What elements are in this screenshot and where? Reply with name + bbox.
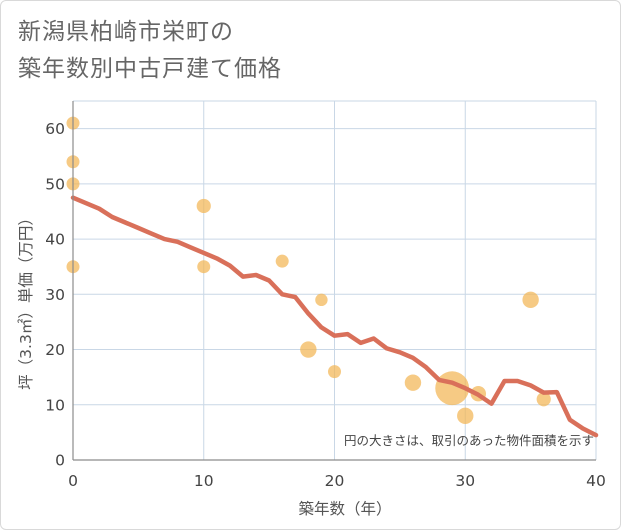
x-axis-label: 築年数（年） <box>298 500 391 518</box>
scatter-point-14 <box>522 291 539 309</box>
scatter-point-7 <box>315 293 328 307</box>
scatter-point-12 <box>457 407 474 425</box>
x-tick-label-30: 30 <box>455 472 475 490</box>
x-tick-label-40: 40 <box>586 472 606 490</box>
chart-title: 新潟県柏崎市栄町の 築年数別中古戸建て価格 <box>18 14 282 88</box>
bubble-size-annotation: 円の大きさは、取引のあった物件面積を示す <box>344 433 594 448</box>
scatter-point-6 <box>275 254 289 268</box>
chart-title-line-2: 築年数別中古戸建て価格 <box>18 56 282 82</box>
y-tick-label-40: 40 <box>45 231 65 249</box>
chart-title-line-1: 新潟県柏崎市栄町の <box>18 19 234 45</box>
axes: 0 10 20 30 40 0 10 20 30 40 50 60 <box>45 101 606 490</box>
scatter-point-8 <box>300 341 317 358</box>
scatter-point-5 <box>197 260 211 274</box>
y-tick-label-30: 30 <box>45 286 65 304</box>
x-tick-label-10: 10 <box>194 472 214 490</box>
scatter-series <box>66 116 551 425</box>
y-tick-label-20: 20 <box>45 341 65 359</box>
scatter-point-4 <box>196 198 211 214</box>
scatter-point-10 <box>404 374 422 391</box>
y-tick-label-0: 0 <box>55 452 65 470</box>
average-price-line <box>70 195 599 438</box>
x-tick-label-20: 20 <box>325 472 345 490</box>
scatter-point-15 <box>536 392 551 407</box>
y-tick-label-50: 50 <box>45 175 65 193</box>
scatter-point-9 <box>328 365 341 379</box>
average-line-series <box>70 195 599 438</box>
y-axis-label: 坪（3.3㎡）単価（万円） <box>17 210 35 390</box>
x-tick-label-0: 0 <box>68 472 78 490</box>
grid-lines <box>73 100 597 460</box>
y-tick-label-10: 10 <box>45 396 65 414</box>
y-tick-label-60: 60 <box>45 120 65 138</box>
